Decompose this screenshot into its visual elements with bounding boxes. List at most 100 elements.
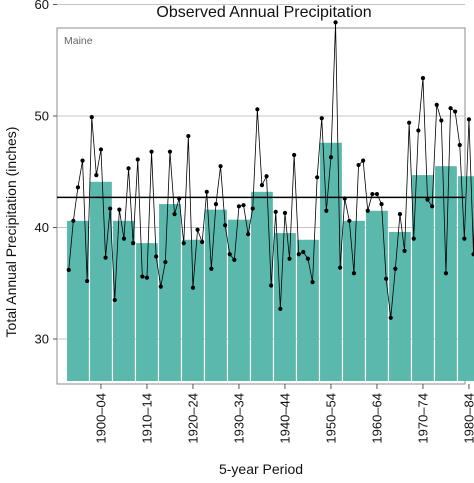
period-bar <box>67 220 89 381</box>
annual-point <box>200 239 205 245</box>
period-bar <box>412 175 434 381</box>
annual-point <box>71 218 76 223</box>
annual-point <box>158 284 163 289</box>
annual-point <box>172 212 177 217</box>
annual-point <box>85 278 90 284</box>
annual-point <box>333 20 338 25</box>
annual-point <box>374 191 380 197</box>
annual-point <box>315 175 320 180</box>
annual-point <box>177 196 182 201</box>
annual-point <box>411 236 416 241</box>
x-tick-label: 1960–64 <box>369 393 384 444</box>
x-tick-label: 1940–44 <box>277 393 292 444</box>
annual-point <box>305 256 311 261</box>
annual-point <box>365 208 370 213</box>
annual-point <box>236 204 242 209</box>
state-label: Maine <box>64 35 93 47</box>
annual-point <box>407 120 412 125</box>
annual-point <box>319 116 324 121</box>
chart-title: Observed Annual Precipitation <box>156 4 371 21</box>
annual-point <box>342 196 347 201</box>
annual-point <box>80 158 85 163</box>
annual-point <box>425 197 430 202</box>
annual-point <box>103 255 108 260</box>
period-bar <box>458 176 474 381</box>
x-axis-ticks: 1900–04 1910–14 1920–24 1930–34 1940–44 1950–… <box>93 384 474 444</box>
annual-point <box>347 218 352 223</box>
period-bar <box>90 181 112 381</box>
annual-point <box>66 267 71 272</box>
x-tick-label: 1910–14 <box>139 393 154 444</box>
x-tick-label: 1900–04 <box>93 393 108 444</box>
annual-point <box>264 174 269 179</box>
annual-point <box>443 271 449 276</box>
x-tick-label: 1920–24 <box>185 393 200 444</box>
x-tick-label: 1950–54 <box>323 393 338 444</box>
annual-point <box>328 155 334 160</box>
annual-point <box>402 248 407 254</box>
annual-point <box>131 241 136 246</box>
annual-point <box>135 157 140 162</box>
annual-point <box>384 276 389 281</box>
y-axis-ticks: 30 40 50 60 <box>35 0 57 347</box>
annual-point <box>356 162 361 168</box>
annual-point <box>186 133 191 139</box>
annual-point <box>457 142 462 148</box>
annual-point <box>462 236 467 241</box>
period-bar <box>228 219 250 381</box>
annual-point <box>259 183 265 188</box>
annual-point <box>218 164 223 169</box>
period-bar <box>251 191 273 381</box>
annual-point <box>273 209 278 214</box>
annual-point <box>112 297 117 303</box>
annual-point <box>471 252 474 257</box>
y-axis-title: Total Annual Precipitation (inches) <box>3 127 19 338</box>
x-axis-title: 5-year Period <box>219 461 303 477</box>
annual-points <box>66 20 474 320</box>
annual-point <box>453 109 458 114</box>
x-tick-label: 1980–84 <box>461 393 474 444</box>
annual-point <box>439 118 444 123</box>
annual-point <box>250 206 255 211</box>
annual-point <box>227 252 232 257</box>
y-tick-label: 40 <box>35 220 49 235</box>
annual-point <box>379 201 384 207</box>
annual-point <box>190 285 196 290</box>
annual-point <box>181 241 186 246</box>
annual-point <box>209 266 214 271</box>
annual-point <box>89 115 94 120</box>
annual-point <box>126 166 131 171</box>
annual-point <box>397 212 403 217</box>
period-bar <box>182 239 204 381</box>
annual-point <box>296 252 301 257</box>
annual-point <box>144 275 150 280</box>
annual-point <box>338 265 343 270</box>
y-tick-label: 50 <box>35 109 49 124</box>
annual-point <box>282 210 288 216</box>
annual-point <box>98 147 104 152</box>
annual-point <box>213 201 219 207</box>
annual-point <box>351 271 357 276</box>
annual-point <box>75 185 81 190</box>
annual-point <box>223 223 228 228</box>
annual-point <box>154 254 159 259</box>
period-bar <box>320 142 342 381</box>
annual-point <box>246 232 251 237</box>
annual-point <box>301 249 306 255</box>
period-bar <box>366 210 388 381</box>
y-tick-label: 60 <box>35 0 49 12</box>
annual-point <box>167 149 173 154</box>
annual-point <box>466 117 472 122</box>
annual-point <box>140 274 145 279</box>
annual-point <box>416 128 421 133</box>
period-bar <box>159 204 181 381</box>
annual-point <box>149 149 154 154</box>
period-bar <box>205 209 227 381</box>
annual-point <box>278 306 283 311</box>
period-bar <box>343 220 365 381</box>
annual-point <box>420 75 426 81</box>
annual-point <box>117 207 122 212</box>
y-tick-label: 30 <box>35 332 49 347</box>
period-bar <box>113 220 135 381</box>
